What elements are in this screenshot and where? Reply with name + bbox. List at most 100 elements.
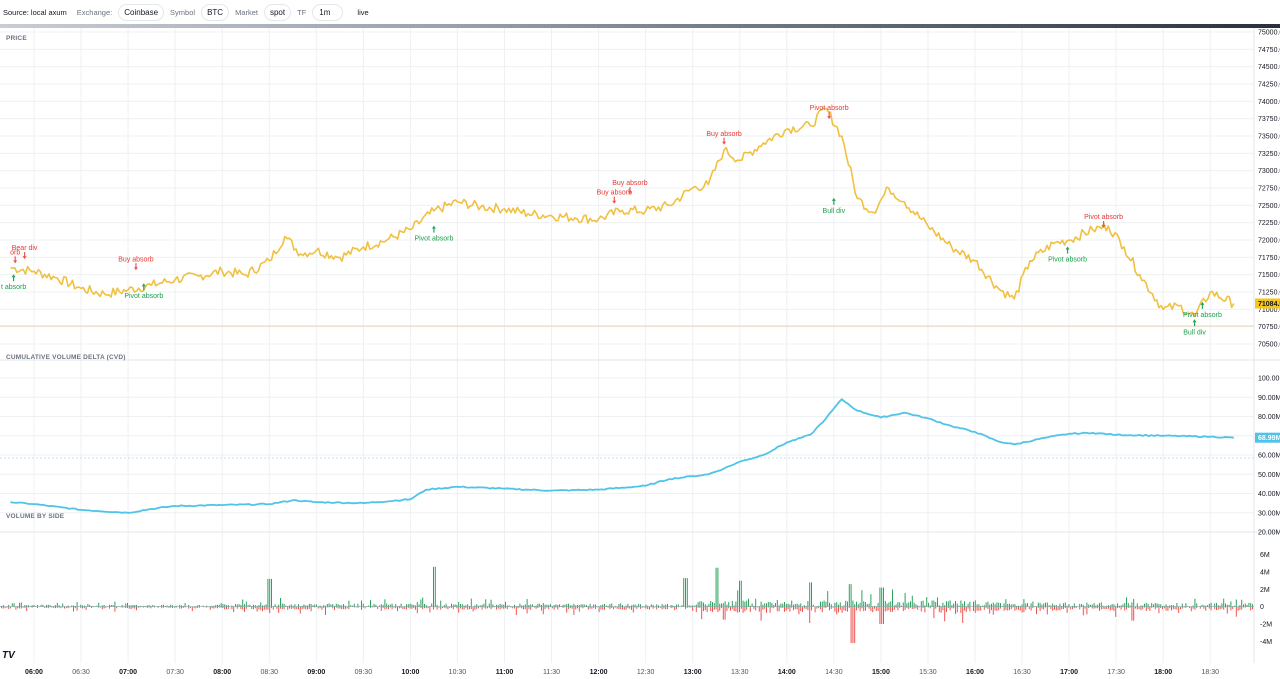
sell-bar bbox=[656, 606, 658, 610]
sell-bar bbox=[695, 606, 697, 612]
sell-bar bbox=[217, 606, 218, 609]
time-tick-label: 07:30 bbox=[166, 669, 184, 676]
sell-bar bbox=[1136, 606, 1138, 610]
sell-bar bbox=[1232, 606, 1234, 609]
sell-bar bbox=[1014, 606, 1016, 611]
buy-bar bbox=[622, 605, 623, 607]
buy-bar bbox=[1001, 606, 1003, 607]
buy-bar bbox=[769, 602, 771, 607]
sell-bar bbox=[515, 606, 517, 615]
sell-bar bbox=[730, 606, 731, 611]
sell-bar bbox=[1106, 606, 1108, 609]
sell-bar bbox=[391, 606, 393, 610]
buy-bar bbox=[559, 604, 560, 607]
sell-bar bbox=[69, 606, 71, 608]
sell-bar bbox=[510, 606, 512, 608]
sell-bar bbox=[128, 606, 130, 609]
buy-bar bbox=[312, 605, 314, 607]
buy-bar bbox=[73, 605, 74, 607]
time-tick-label: 06:30 bbox=[72, 669, 90, 676]
sell-bar bbox=[425, 606, 427, 609]
sell-bar bbox=[863, 606, 865, 612]
sell-bar bbox=[967, 606, 969, 609]
buy-bar bbox=[713, 603, 715, 607]
buy-bar bbox=[366, 606, 368, 607]
timeframe-select[interactable]: 1m bbox=[312, 3, 344, 21]
buy-bar bbox=[746, 600, 748, 607]
sell-bar bbox=[143, 606, 145, 608]
market-select[interactable]: spot bbox=[263, 3, 292, 21]
chart-canvas[interactable]: PRICE CUMULATIVE VOLUME DELTA (CVD) VOLU… bbox=[0, 28, 1280, 679]
sell-bar bbox=[530, 606, 532, 610]
sell-bar bbox=[506, 606, 508, 610]
sell-bar bbox=[1205, 606, 1207, 611]
buy-bar bbox=[224, 604, 226, 607]
buy-bar bbox=[983, 605, 985, 607]
buy-bar bbox=[735, 601, 737, 607]
symbol-select[interactable]: BTC bbox=[201, 3, 230, 21]
sell-bar bbox=[1016, 606, 1018, 610]
sell-bar bbox=[1165, 606, 1167, 611]
sell-bar bbox=[641, 606, 643, 608]
volume-tick-label: -4M bbox=[1260, 639, 1272, 646]
sell-bar bbox=[1216, 606, 1217, 610]
buy-bar bbox=[83, 605, 85, 607]
sell-bar bbox=[224, 606, 226, 610]
buy-bar bbox=[566, 603, 568, 607]
sell-bar bbox=[501, 606, 503, 609]
sell-bar bbox=[218, 606, 220, 608]
sell-bar bbox=[992, 606, 994, 615]
buy-bar bbox=[739, 580, 740, 607]
buy-bar bbox=[384, 599, 386, 607]
buy-bar bbox=[697, 602, 699, 607]
price-tick-label: 70750.00 bbox=[1258, 324, 1280, 331]
buy-bar bbox=[949, 600, 951, 607]
buy-bar bbox=[445, 603, 447, 607]
buy-bar bbox=[811, 582, 812, 607]
sell-bar bbox=[980, 606, 982, 611]
sell-bar bbox=[929, 606, 931, 609]
sell-bar bbox=[321, 606, 323, 610]
buy-bar bbox=[967, 603, 969, 607]
buy-bar bbox=[1093, 603, 1095, 607]
sell-bar bbox=[317, 606, 319, 609]
sell-bar bbox=[838, 606, 839, 613]
time-tick-label: 16:00 bbox=[966, 669, 984, 676]
sell-bar bbox=[1091, 606, 1093, 609]
sell-bar bbox=[1196, 606, 1198, 609]
buy-bar bbox=[1027, 603, 1028, 607]
sell-bar bbox=[348, 606, 350, 610]
sell-bar bbox=[154, 606, 155, 608]
sell-bar bbox=[580, 606, 582, 608]
sell-bar bbox=[638, 606, 640, 608]
sell-bar bbox=[400, 606, 402, 608]
exchange-select[interactable]: Coinbase bbox=[118, 3, 165, 21]
buy-bar bbox=[1102, 605, 1104, 607]
annotation-label: orb bbox=[10, 249, 20, 256]
buy-bar bbox=[184, 603, 186, 607]
buy-bar bbox=[373, 604, 375, 607]
buy-bar bbox=[1156, 603, 1158, 607]
buy-bar bbox=[667, 603, 668, 607]
buy-bar bbox=[17, 606, 19, 607]
buy-bar bbox=[519, 603, 521, 607]
buy-bar bbox=[476, 604, 478, 607]
volume-tick-label: 0 bbox=[1260, 604, 1264, 611]
sell-bar bbox=[1239, 606, 1241, 611]
sell-bar bbox=[989, 606, 991, 614]
sell-bar bbox=[848, 606, 850, 608]
buy-bar bbox=[242, 599, 244, 607]
buy-bar bbox=[247, 605, 249, 607]
buy-bar bbox=[650, 604, 652, 607]
sell-bar bbox=[195, 606, 197, 609]
live-toggle[interactable]: live bbox=[357, 7, 369, 17]
sell-bar bbox=[1064, 606, 1066, 608]
buy-bar bbox=[580, 604, 582, 607]
buy-bar bbox=[535, 605, 537, 607]
buy-bar bbox=[1252, 604, 1253, 607]
price-tick-label: 72000.00 bbox=[1258, 238, 1280, 245]
sell-bar bbox=[467, 606, 469, 610]
buy-bar bbox=[987, 601, 989, 607]
sell-bar bbox=[1237, 606, 1239, 611]
sell-bar bbox=[1250, 606, 1252, 611]
